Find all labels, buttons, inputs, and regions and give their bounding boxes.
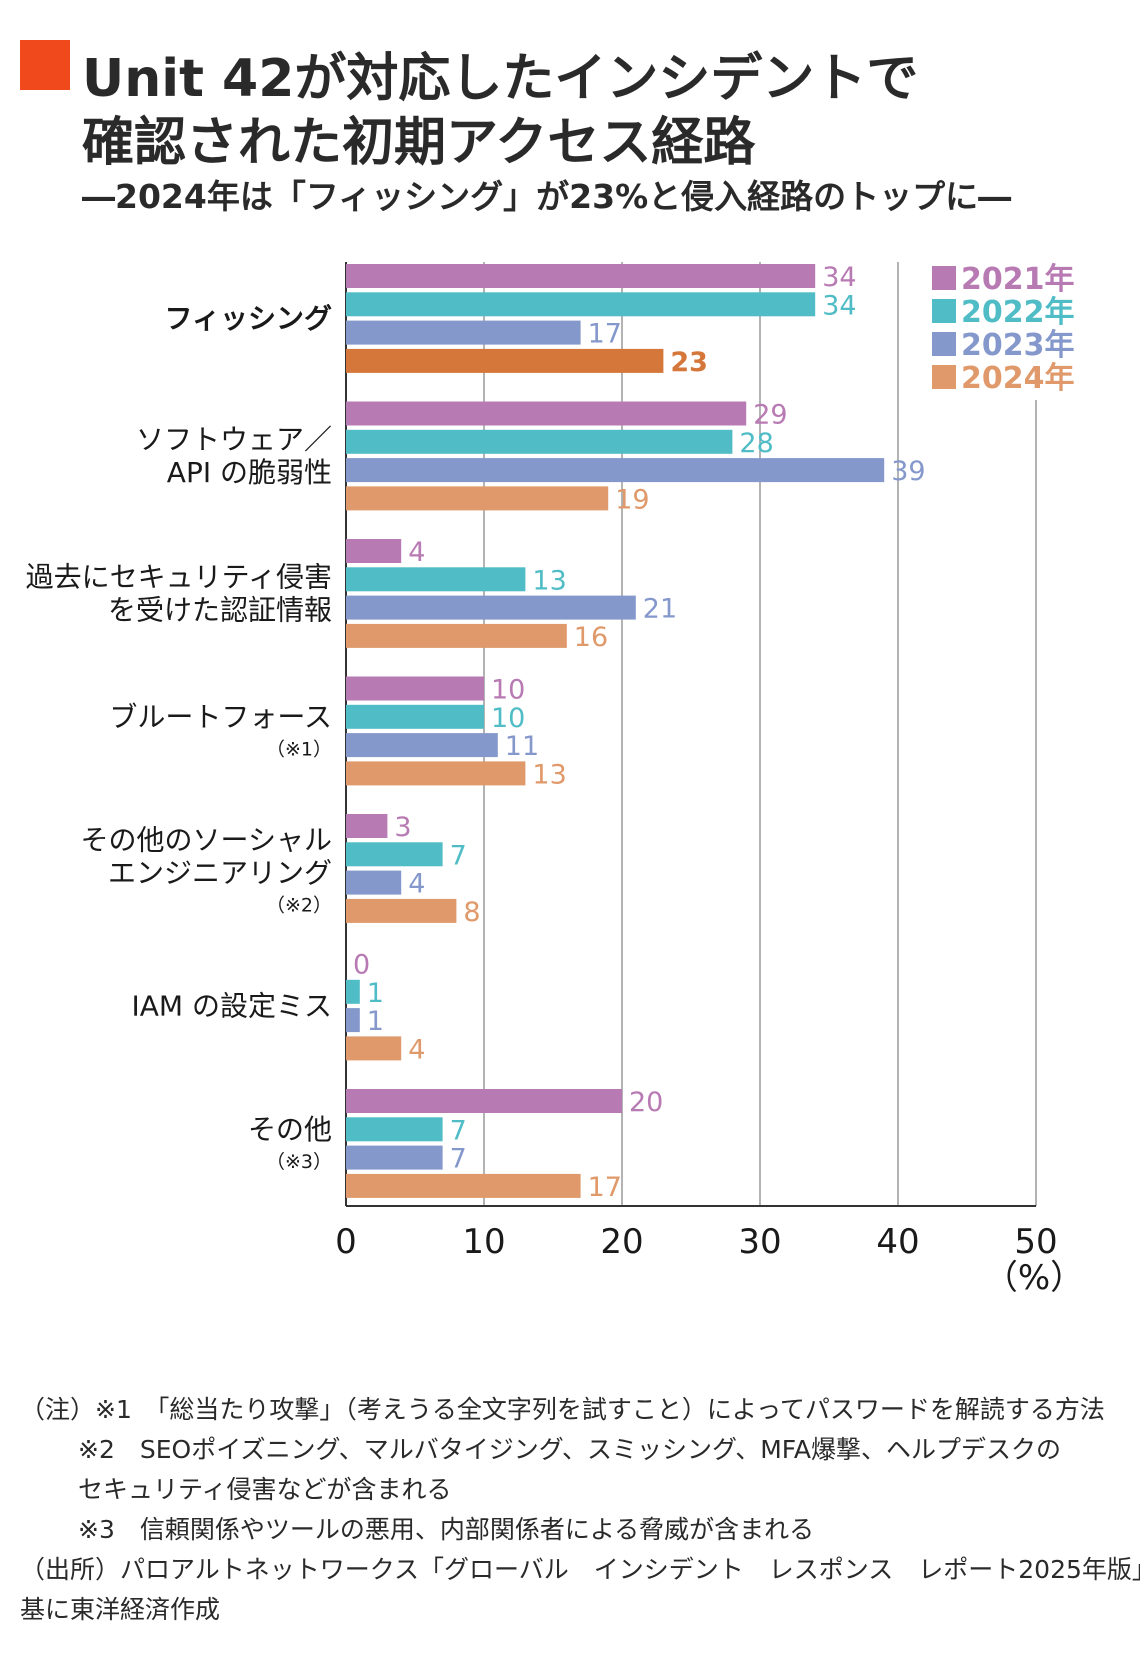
category-note: （※2）: [266, 894, 332, 916]
chart-title-line-1: Unit 42が対応したインシデントで: [82, 49, 919, 109]
data-label: 23: [670, 347, 708, 378]
chart-title-line-2: 確認された初期アクセス経路: [82, 113, 756, 173]
title-marker: [20, 40, 70, 90]
data-label: 0: [353, 950, 370, 981]
category-label: ブルートフォース: [109, 700, 332, 733]
chart-subtitle: ―2024年は「フィッシング」が23%と侵入経路のトップに―: [82, 177, 1012, 216]
legend-label: 2023年: [961, 328, 1075, 363]
data-label: 10: [491, 703, 525, 734]
bar: [346, 567, 526, 592]
category-note: （※1）: [266, 738, 332, 760]
bar-chart: 0 10 20 30 40 50（%）34341723フィッシング29283919ソフトウ…: [26, 262, 1084, 1298]
bar: [346, 1036, 402, 1061]
data-label: 4: [408, 869, 425, 900]
data-label: 7: [450, 1144, 467, 1175]
category-label: ソフトウェア／: [136, 423, 332, 456]
bar: [346, 1145, 443, 1170]
legend-swatch: [932, 332, 956, 356]
data-label: 34: [822, 262, 856, 293]
source-line-1: （出所）パロアルトネットワークス「グローバル インシデント レスポンス レポート…: [20, 1555, 1140, 1584]
legend-label: 2021年: [961, 262, 1075, 297]
note-2: ※2 SEOポイズニング、マルバタイジング、スミッシング、MFA爆撃、ヘルプデス…: [78, 1435, 1061, 1464]
bar: [346, 979, 360, 1004]
data-label: 20: [629, 1087, 663, 1118]
bar: [346, 292, 816, 317]
note-1: （注）※1 「総当たり攻撃」（考えうる全文字列を試すこと）によってパスワードを解…: [20, 1395, 1105, 1424]
x-tick-label: 10: [462, 1222, 505, 1262]
legend-swatch: [932, 365, 956, 389]
data-label: 4: [408, 537, 425, 568]
bar: [346, 264, 816, 288]
x-tick-label: 30: [738, 1222, 781, 1262]
category-label: 過去にセキュリティ侵害: [26, 560, 332, 593]
x-tick-label: 0: [335, 1222, 357, 1262]
bar: [346, 1173, 581, 1198]
bar: [346, 348, 664, 373]
legend-swatch: [932, 299, 956, 323]
note-3: セキュリティ侵害などが含まれる: [78, 1475, 452, 1504]
category-label: IAM の設定ミス: [132, 989, 332, 1022]
bars: [346, 264, 885, 1198]
x-tick-label: 20: [600, 1222, 643, 1262]
legend-label: 2024年: [961, 361, 1075, 396]
bar: [346, 676, 484, 701]
data-label: 4: [408, 1034, 425, 1065]
data-label: 7: [450, 1115, 467, 1146]
category-label: を受けた認証情報: [108, 593, 332, 626]
data-label: 17: [588, 319, 622, 350]
bar: [346, 704, 484, 729]
data-label: 10: [491, 675, 525, 706]
data-label: 29: [753, 400, 787, 431]
note-4: ※3 信頼関係やツールの悪用、内部関係者による脅威が含まれる: [78, 1515, 815, 1544]
category-label: フィッシング: [165, 302, 332, 335]
data-label: 8: [463, 897, 480, 928]
data-label: 39: [891, 456, 925, 487]
bar: [346, 761, 526, 786]
bar: [346, 401, 747, 426]
bar: [346, 429, 733, 454]
data-label: 1: [367, 978, 384, 1009]
bar: [346, 898, 457, 923]
data-label: 11: [505, 731, 539, 762]
legend-swatch: [932, 266, 956, 290]
bar: [346, 842, 443, 867]
bar: [346, 814, 388, 838]
data-label: 16: [574, 622, 608, 653]
legend-label: 2022年: [961, 295, 1075, 330]
category-label: エンジニアリング: [108, 856, 332, 889]
bar: [346, 1117, 443, 1142]
data-label: 34: [822, 290, 856, 321]
labels: 0 10 20 30 40 50（%）34341723フィッシング29283919ソフトウ…: [26, 262, 1084, 1298]
bar: [346, 539, 402, 563]
bar: [346, 733, 498, 758]
bar: [346, 458, 885, 483]
x-axis-unit: （%）: [984, 1258, 1084, 1298]
data-label: 28: [739, 428, 773, 459]
bar: [346, 623, 567, 648]
bar: [346, 1089, 622, 1113]
bar: [346, 870, 402, 895]
source-line-2: 基に東洋経済作成: [20, 1595, 221, 1624]
footnotes: （注）※1 「総当たり攻撃」（考えうる全文字列を試すこと）によってパスワードを解…: [20, 1390, 1140, 1630]
x-tick-label: 40: [876, 1222, 919, 1262]
category-label: API の脆弱性: [167, 456, 332, 489]
data-label: 7: [450, 840, 467, 871]
bar: [346, 320, 581, 345]
category-label: その他: [248, 1113, 332, 1146]
data-label: 1: [367, 1006, 384, 1037]
data-label: 21: [643, 594, 677, 625]
bar: [346, 595, 636, 620]
category-note: （※3）: [266, 1151, 332, 1173]
data-label: 13: [532, 565, 566, 596]
bar: [346, 486, 609, 511]
x-tick-label: 50: [1014, 1222, 1057, 1262]
bar: [346, 1008, 360, 1033]
data-label: 17: [588, 1172, 622, 1203]
category-label: その他のソーシャル: [81, 823, 332, 856]
data-label: 13: [532, 759, 566, 790]
data-label: 19: [615, 484, 649, 515]
data-label: 3: [394, 812, 411, 843]
